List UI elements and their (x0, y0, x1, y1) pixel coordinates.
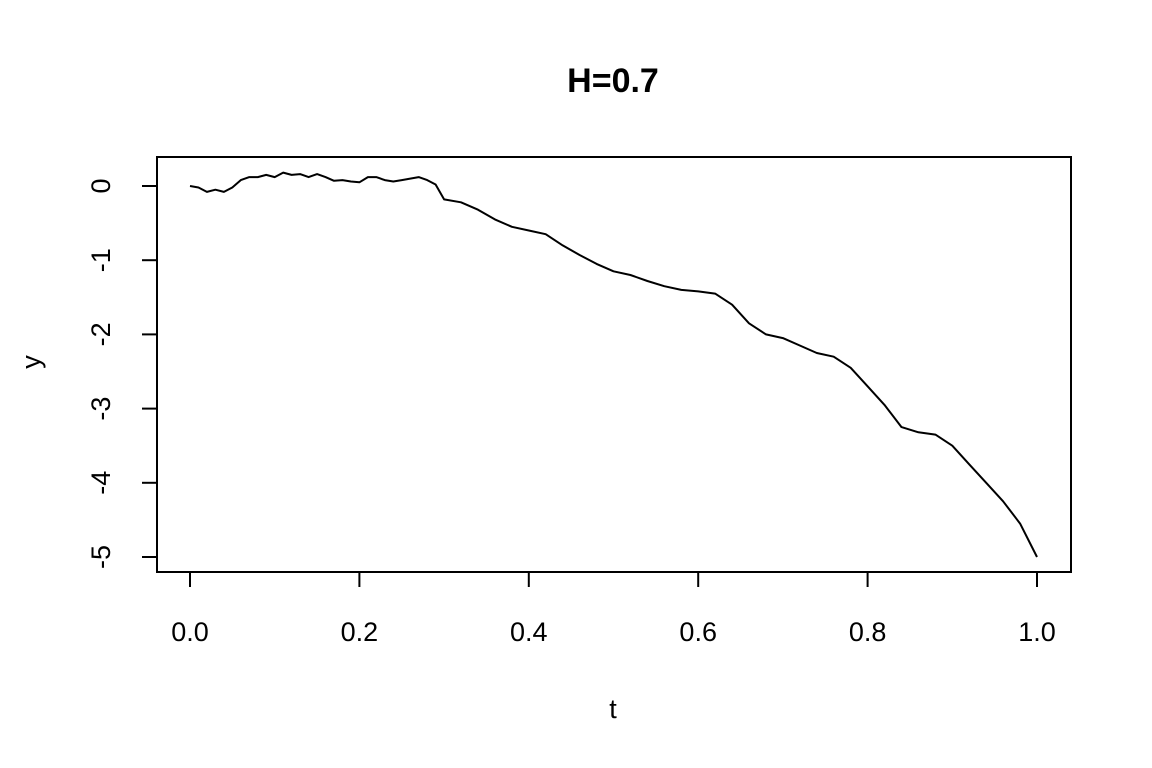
x-tick-label: 0.8 (849, 617, 887, 647)
y-tick-label: -4 (86, 471, 116, 495)
series-line-y (189, 171, 1038, 558)
x-tick-label: 0.6 (679, 617, 717, 647)
x-axis: 0.0 0.2 0.4 0.6 0.8 1.0 (171, 571, 1056, 647)
chart-title: H=0.7 (567, 62, 659, 100)
x-tick-label: 0.2 (341, 617, 379, 647)
y-tick-label: -1 (86, 248, 116, 272)
plot-frame (156, 156, 1072, 573)
x-tick-label: 0.0 (171, 617, 209, 647)
x-axis-label: t (609, 694, 617, 724)
y-tick-label: -5 (86, 545, 116, 569)
y-tick-label: 0 (86, 178, 116, 193)
y-axis: 0 -1 -2 -3 -4 -5 (86, 178, 158, 569)
y-axis-label: y (16, 355, 46, 369)
x-tick-label: 1.0 (1018, 617, 1056, 647)
x-tick-label: 0.4 (510, 617, 548, 647)
series-layer (189, 171, 1038, 558)
y-tick-label: -2 (86, 322, 116, 346)
y-tick-label: -3 (86, 397, 116, 421)
